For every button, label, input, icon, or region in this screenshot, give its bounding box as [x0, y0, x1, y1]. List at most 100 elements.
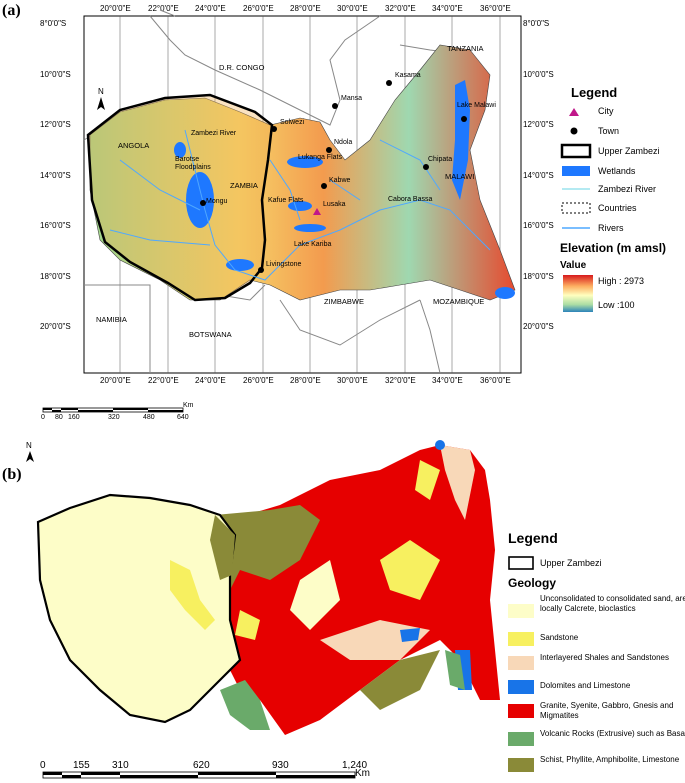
- legend-city-label: City: [598, 106, 614, 116]
- geology-legend-label: Volcanic Rocks (Extrusive) such as Basal…: [540, 729, 685, 738]
- scale-b-tick: 1,240: [342, 760, 368, 771]
- legend-town-label: Town: [598, 126, 620, 136]
- legend-b-upper-label: Upper Zambezi: [540, 558, 602, 568]
- geology-map: [215, 440, 500, 735]
- lon-tick-bottom: 34°0'0"E: [432, 376, 463, 385]
- geology-legend-label: Interlayered Shales and Sandstones: [540, 653, 669, 662]
- lat-tick-right: 8°0'0"S: [523, 19, 550, 28]
- label-mozambique: MOZAMBIQUE: [433, 297, 485, 306]
- legend-b-upper-zambezi-symbol: [508, 556, 534, 570]
- lon-tick-top: 20°0'0"E: [100, 4, 131, 13]
- legend-town-symbol: [570, 127, 578, 135]
- label-lukanga: Lukanga Flats: [298, 154, 342, 161]
- legend-upper-zambezi-symbol: [560, 143, 592, 159]
- legend-upper-zambezi-label: Upper Zambezi: [598, 146, 660, 156]
- label-lusaka: Lusaka: [323, 201, 346, 208]
- lon-tick-top: 34°0'0"E: [432, 4, 463, 13]
- legend-wetlands-symbol: [562, 166, 590, 176]
- scale-a-tick: 80: [55, 414, 63, 421]
- label-zambezi-river: Zambezi River: [191, 130, 237, 137]
- label-lake-kariba: Lake Kariba: [294, 241, 332, 248]
- lat-tick-right: 16°0'0"S: [523, 221, 554, 230]
- north-arrow-a: [97, 97, 105, 110]
- label-ndola: Ndola: [334, 139, 353, 146]
- north-label-a: N: [98, 87, 104, 96]
- scale-b-tick: 620: [193, 760, 210, 771]
- scale-b-unit: Km: [355, 768, 370, 779]
- lat-tick-left: 14°0'0"S: [40, 171, 71, 180]
- legend-b-title: Legend: [508, 530, 558, 546]
- town-markers: [200, 80, 467, 273]
- scale-a-tick: 320: [108, 414, 120, 421]
- wetlands: [174, 80, 515, 299]
- label-kabwe: Kabwe: [329, 177, 351, 184]
- lat-tick-left: 10°0'0"S: [40, 70, 71, 79]
- legend-elevation-title: Elevation (m amsl): [560, 241, 667, 255]
- lat-tick-right: 20°0'0"S: [523, 322, 554, 331]
- label-barotse: Barotse Floodplains: [175, 156, 211, 171]
- label-zimbabwe: ZIMBABWE: [324, 297, 365, 306]
- geology-legend-label: Sandstone: [540, 633, 579, 642]
- lon-tick-top: 24°0'0"E: [195, 4, 226, 13]
- geology-swatch: [508, 656, 534, 670]
- label-drc: D.R. CONGO: [219, 63, 265, 72]
- lat-tick-left: 8°0'0"S: [40, 19, 67, 28]
- upper-zambezi-geology: [36, 493, 242, 724]
- scale-b-tick: 155: [73, 760, 90, 771]
- lon-tick-top: 26°0'0"E: [243, 4, 274, 13]
- geology-swatch: [508, 604, 534, 618]
- scale-a-tick: 640: [177, 414, 189, 421]
- legend-elevation-ramp: [563, 275, 593, 312]
- geology-swatch: [508, 632, 534, 646]
- geology-legend-label: Granite, Syenite, Gabbro, Gnesis and Mig…: [540, 701, 674, 720]
- lat-tick-left: 12°0'0"S: [40, 120, 71, 129]
- scale-a-unit: Km: [183, 402, 194, 409]
- lon-tick-bottom: 36°0'0"E: [480, 376, 511, 385]
- lon-tick-bottom: 28°0'0"E: [290, 376, 321, 385]
- north-label-b: N: [26, 441, 32, 450]
- lon-tick-bottom: 20°0'0"E: [100, 376, 131, 385]
- scale-a-tick: 480: [143, 414, 155, 421]
- label-namibia: NAMIBIA: [96, 315, 127, 324]
- geology-legend-label: Unconsolidated to consolidated sand, are…: [540, 594, 685, 613]
- label-livingstone: Livingstone: [266, 261, 302, 268]
- lon-tick-bottom: 24°0'0"E: [195, 376, 226, 385]
- label-zambia: ZAMBIA: [230, 181, 258, 190]
- label-lake-malawi: Lake Malawi: [457, 102, 496, 109]
- lon-tick-bottom: 30°0'0"E: [337, 376, 368, 385]
- lon-tick-top: 32°0'0"E: [385, 4, 416, 13]
- scale-b-tick: 310: [112, 760, 129, 771]
- legend-low-label: Low :100: [598, 300, 635, 310]
- label-mansa: Mansa: [341, 95, 363, 102]
- lat-tick-right: 18°0'0"S: [523, 272, 554, 281]
- label-tanzania: TANZANIA: [447, 44, 484, 53]
- scale-bar-b: [42, 771, 356, 779]
- lon-tick-top: 36°0'0"E: [480, 4, 511, 13]
- legend-zambezi-river-label: Zambezi River: [598, 184, 657, 194]
- label-solwezi: Solwezi: [280, 119, 305, 126]
- geology-swatch: [508, 732, 534, 746]
- scale-a-tick: 160: [68, 414, 80, 421]
- legend-wetlands-label: Wetlands: [598, 166, 636, 176]
- geology-legend-label: Dolomites and Limestone: [540, 681, 631, 690]
- scale-bar-a: [42, 407, 184, 413]
- label-cabora: Cabora Bassa: [388, 196, 433, 203]
- lat-tick-left: 18°0'0"S: [40, 272, 71, 281]
- label-kafue: Kafue Flats: [268, 197, 304, 204]
- lon-tick-top: 22°0'0"E: [148, 4, 179, 13]
- scale-b-tick: 0: [40, 760, 46, 771]
- lon-tick-bottom: 22°0'0"E: [148, 376, 179, 385]
- legend-city-symbol: [569, 108, 579, 116]
- lat-tick-right: 12°0'0"S: [523, 120, 554, 129]
- north-arrow-b: [26, 451, 34, 462]
- lon-tick-top: 30°0'0"E: [337, 4, 368, 13]
- label-mongu: Mongu: [206, 198, 228, 205]
- upper-zambezi-outline: [86, 93, 274, 302]
- legend-value-label: Value: [560, 260, 587, 271]
- label-kasama: Kasama: [395, 72, 421, 79]
- scale-a-tick: 0: [41, 414, 45, 421]
- geology-swatch: [508, 680, 534, 694]
- geology-swatch: [508, 758, 534, 772]
- lat-tick-right: 10°0'0"S: [523, 70, 554, 79]
